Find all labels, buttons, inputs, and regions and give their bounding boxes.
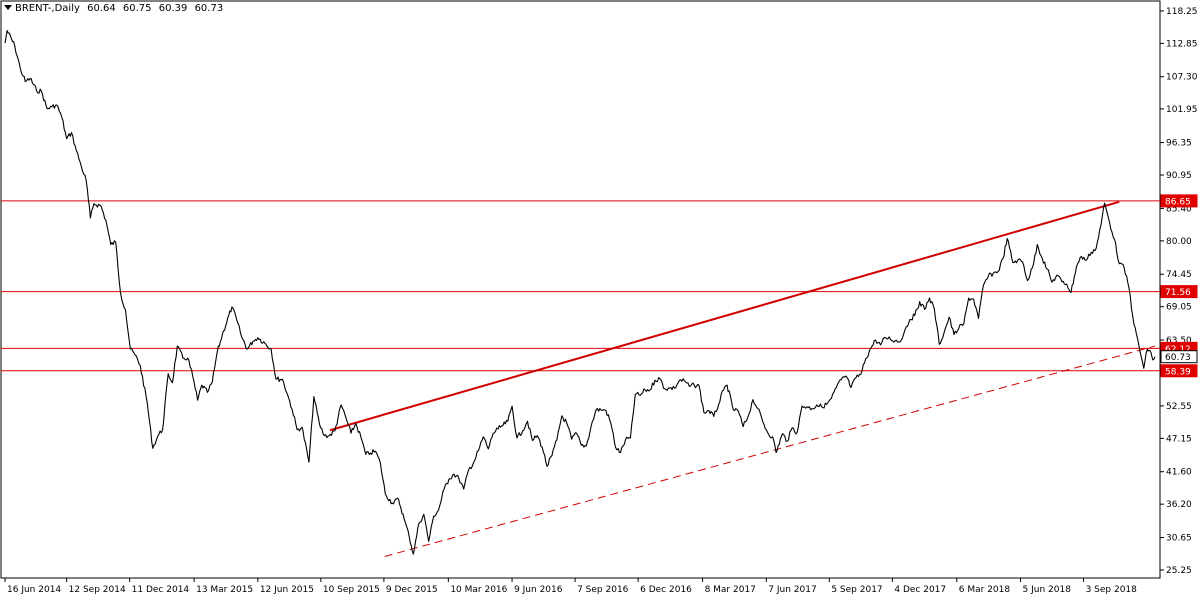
open-value: 60.64 <box>87 3 116 14</box>
x-tick-label: 10 Mar 2016 <box>450 585 507 595</box>
symbol-menu-icon[interactable] <box>4 5 12 10</box>
x-tick-label: 4 Dec 2017 <box>894 585 946 595</box>
x-tick-label: 5 Sep 2017 <box>831 585 882 595</box>
y-tick-label: 96.35 <box>1166 139 1192 149</box>
y-tick-label: 69.05 <box>1166 303 1192 313</box>
x-tick-label: 9 Jun 2016 <box>514 585 563 595</box>
low-value: 60.39 <box>158 3 188 14</box>
x-tick-label: 3 Sep 2018 <box>1086 585 1138 595</box>
level-tag: 86.65 <box>1165 197 1191 207</box>
x-tick-label: 5 Jun 2018 <box>1023 585 1072 595</box>
y-tick-label: 25.25 <box>1166 566 1192 576</box>
y-tick-label: 52.55 <box>1166 402 1192 412</box>
x-tick-label: 6 Dec 2016 <box>640 585 692 595</box>
current-price-tag: 60.73 <box>1165 353 1191 363</box>
level-tag-bg <box>1160 364 1198 378</box>
x-tick-label: 13 Mar 2015 <box>196 585 253 595</box>
current-price-tag-bg <box>1160 350 1198 364</box>
high-value: 60.75 <box>122 3 152 14</box>
y-tick-label: 30.65 <box>1166 534 1192 544</box>
x-tick-label: 7 Sep 2016 <box>577 585 629 595</box>
y-tick-label: 107.30 <box>1166 73 1198 83</box>
y-tick-label: 112.85 <box>1166 39 1198 49</box>
level-tag-bg <box>1160 285 1198 299</box>
y-tick-label: 101.95 <box>1166 105 1198 115</box>
x-tick-label: 12 Sep 2014 <box>69 585 126 595</box>
resistance-trendline <box>329 200 1120 432</box>
x-tick-label: 6 Mar 2018 <box>959 585 1011 595</box>
y-tick-label: 74.45 <box>1166 270 1192 280</box>
level-tag-bg <box>1160 194 1198 208</box>
x-tick-label: 12 Jun 2015 <box>260 585 314 595</box>
x-tick-label: 8 Mar 2017 <box>705 585 756 595</box>
level-tag: 62.12 <box>1165 345 1191 355</box>
y-tick-label: 85.40 <box>1166 204 1192 214</box>
x-tick-label: 10 Sep 2015 <box>323 585 380 595</box>
price-line <box>4 29 1156 555</box>
y-tick-label: 47.15 <box>1166 434 1192 444</box>
symbol-label: BRENT-,Daily <box>15 3 80 14</box>
support-trendline <box>384 345 1156 557</box>
x-tick-label: 16 Jun 2014 <box>7 585 61 595</box>
plot-frame <box>0 0 1161 579</box>
y-tick-label: 80.00 <box>1166 237 1192 247</box>
y-tick-label: 63.50 <box>1166 336 1192 346</box>
x-tick-label: 7 Jun 2017 <box>768 585 816 595</box>
y-tick-label: 118.25 <box>1166 7 1198 17</box>
x-tick-label: 9 Dec 2015 <box>386 585 438 595</box>
x-tick-label: 11 Dec 2014 <box>132 585 190 595</box>
y-tick-label: 41.60 <box>1166 468 1192 478</box>
chart-header: BRENT-,Daily 60.64 60.75 60.39 60.73 <box>4 3 227 14</box>
level-tag: 58.39 <box>1165 367 1191 377</box>
y-tick-label: 90.95 <box>1166 171 1192 181</box>
y-tick-label: 36.20 <box>1166 500 1192 510</box>
close-value: 60.73 <box>194 3 224 14</box>
level-tag: 71.56 <box>1165 288 1191 298</box>
